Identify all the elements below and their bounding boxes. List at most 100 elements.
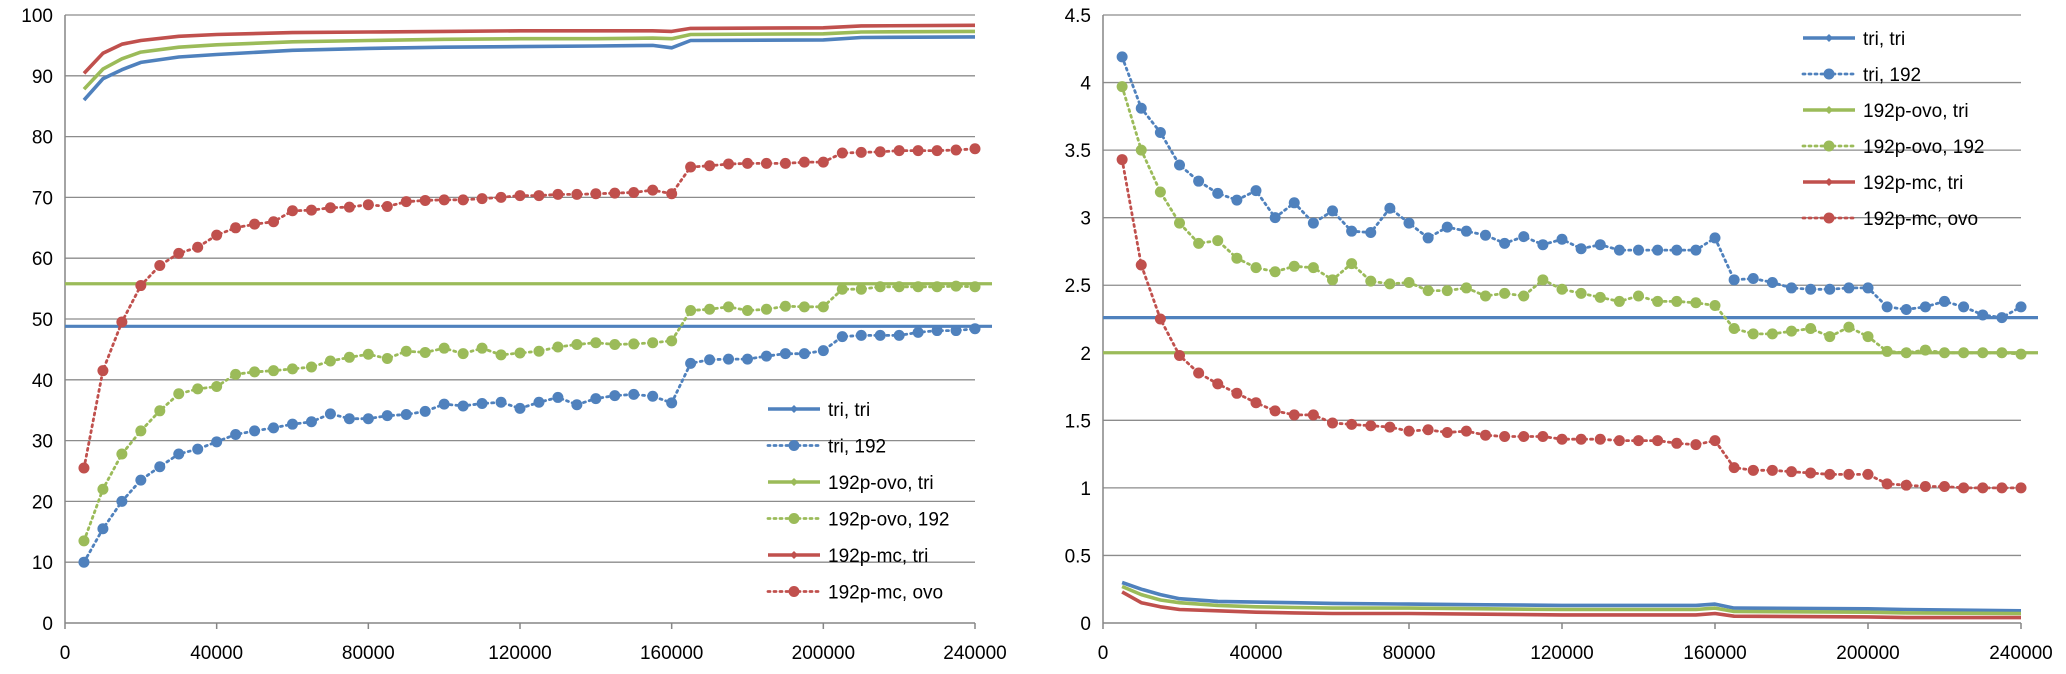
data-point xyxy=(457,348,469,360)
data-point xyxy=(1671,244,1683,256)
data-point xyxy=(1384,421,1396,433)
y-tick-label: 50 xyxy=(32,310,53,331)
data-point xyxy=(78,556,90,568)
data-point xyxy=(173,448,185,460)
data-point xyxy=(381,353,393,365)
data-point xyxy=(1422,424,1434,436)
data-point xyxy=(798,156,810,168)
data-point xyxy=(211,229,223,241)
data-point xyxy=(457,400,469,412)
data-point xyxy=(1403,425,1415,437)
data-point xyxy=(1307,217,1319,229)
x-tick-label: 0 xyxy=(60,643,71,664)
data-point xyxy=(97,365,109,377)
data-point xyxy=(1862,282,1874,294)
data-point xyxy=(1327,274,1338,286)
data-point xyxy=(760,350,772,362)
data-point xyxy=(1652,435,1664,447)
data-point xyxy=(609,390,621,402)
data-point xyxy=(1441,285,1453,297)
data-point xyxy=(1786,466,1797,478)
data-point xyxy=(514,347,526,359)
data-point xyxy=(1231,194,1243,206)
data-point xyxy=(1480,229,1491,241)
data-point xyxy=(1384,202,1396,214)
y-tick-label: 4.5 xyxy=(1065,6,1091,27)
data-point xyxy=(1805,283,1817,295)
data-point xyxy=(1881,301,1893,313)
data-point xyxy=(1824,283,1836,295)
data-point xyxy=(1460,282,1472,294)
legend-label: tri, tri xyxy=(1863,29,1905,50)
y-tick-label: 3 xyxy=(1080,209,1091,230)
data-point xyxy=(1250,262,1262,274)
data-point xyxy=(836,331,848,343)
data-point xyxy=(211,380,223,392)
data-point xyxy=(855,283,867,295)
data-point xyxy=(1346,258,1358,270)
y-tick-label: 2.5 xyxy=(1065,276,1091,297)
data-point xyxy=(779,300,791,312)
data-point xyxy=(1250,397,1262,409)
data-point xyxy=(1154,186,1166,198)
data-point xyxy=(1365,227,1377,239)
data-point xyxy=(1441,221,1453,233)
data-point xyxy=(742,157,753,169)
legend-marker xyxy=(1823,140,1835,152)
data-point xyxy=(571,339,583,351)
data-point xyxy=(1269,266,1281,278)
data-point xyxy=(1633,290,1644,302)
data-point xyxy=(419,194,431,206)
data-point xyxy=(1958,482,1970,494)
data-point xyxy=(628,388,640,400)
legend-label: 192p-ovo, 192 xyxy=(1863,137,1985,158)
data-point xyxy=(1116,81,1128,93)
data-point xyxy=(1403,217,1415,229)
data-point xyxy=(1786,325,1797,337)
legend-label: 192p-mc, tri xyxy=(828,546,928,567)
data-point xyxy=(1269,212,1281,224)
data-point xyxy=(628,338,640,350)
data-point xyxy=(1709,435,1721,447)
data-point xyxy=(514,402,526,414)
data-point xyxy=(2015,301,2027,313)
y-tick-label: 70 xyxy=(32,188,53,209)
data-point xyxy=(1766,328,1778,340)
data-point xyxy=(362,199,374,211)
data-point xyxy=(1613,244,1625,256)
data-point xyxy=(1881,345,1893,357)
data-point xyxy=(1613,295,1625,307)
data-point xyxy=(779,348,791,360)
y-tick-label: 90 xyxy=(32,67,53,88)
data-point xyxy=(362,413,374,425)
data-point xyxy=(1958,301,1970,313)
y-tick-label: 2 xyxy=(1080,344,1091,365)
x-tick-label: 200000 xyxy=(1836,643,1899,664)
y-tick-label: 60 xyxy=(32,249,53,270)
data-point xyxy=(533,190,545,202)
x-tick-label: 200000 xyxy=(792,643,855,664)
data-point xyxy=(249,425,261,437)
data-point xyxy=(1919,301,1931,313)
data-point xyxy=(571,188,583,200)
data-point xyxy=(514,190,526,202)
series-line xyxy=(1121,590,2021,620)
data-point xyxy=(1843,282,1855,294)
data-point xyxy=(704,160,716,172)
data-point xyxy=(1231,252,1243,264)
data-point xyxy=(1900,347,1912,359)
data-point xyxy=(590,393,602,405)
legend-label: tri, 192 xyxy=(1863,65,1921,86)
data-point xyxy=(685,304,697,316)
data-point xyxy=(192,443,204,455)
data-point xyxy=(1460,225,1472,237)
data-point xyxy=(1747,328,1759,340)
data-point xyxy=(1766,464,1778,476)
data-point xyxy=(798,301,810,313)
data-point xyxy=(1269,405,1281,417)
data-point xyxy=(760,157,772,169)
data-point xyxy=(666,188,678,200)
legend-label: 192p-mc, tri xyxy=(1863,173,1963,194)
x-tick-label: 120000 xyxy=(488,643,551,664)
data-point xyxy=(836,147,848,159)
